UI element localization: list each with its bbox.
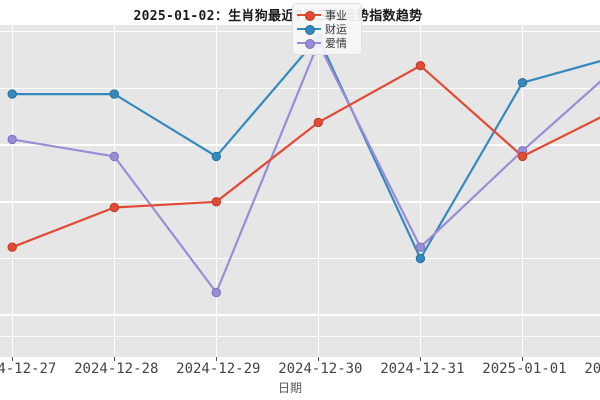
legend-label: 财运 bbox=[325, 23, 347, 36]
x-tick-mark bbox=[317, 357, 319, 361]
legend-label: 爱情 bbox=[325, 37, 347, 50]
data-point-爱情 bbox=[7, 134, 17, 145]
gridline-horizontal bbox=[0, 144, 600, 146]
data-point-财运 bbox=[109, 89, 120, 99]
x-tick-label: 2024-12-27 bbox=[0, 361, 57, 377]
legend-line-dot-icon bbox=[297, 38, 321, 49]
gridline-horizontal bbox=[0, 201, 600, 203]
gridline-vertical bbox=[113, 25, 115, 357]
data-point-事业 bbox=[517, 151, 528, 162]
x-tick-mark bbox=[215, 357, 217, 361]
x-tick-label: 2024-12-29 bbox=[176, 361, 261, 377]
gridline-horizontal bbox=[0, 314, 600, 316]
plot-area bbox=[0, 25, 600, 357]
x-tick-label: 2024-12-30 bbox=[278, 361, 363, 377]
data-point-事业 bbox=[7, 242, 17, 252]
data-point-爱情 bbox=[211, 287, 222, 298]
gridline-vertical bbox=[11, 25, 13, 357]
data-point-财运 bbox=[7, 89, 17, 99]
legend-item-wealth: 财运 bbox=[297, 22, 355, 36]
chart-legend: 事业 财运 爱情 bbox=[292, 3, 362, 55]
x-tick-label: 2024-12-28 bbox=[74, 361, 159, 377]
gridline-horizontal bbox=[0, 336, 600, 338]
x-tick-label: 2024-12-31 bbox=[380, 361, 465, 377]
gridline-vertical bbox=[317, 25, 319, 357]
data-point-财运 bbox=[211, 151, 222, 162]
gridline-vertical bbox=[521, 25, 524, 357]
legend-item-love: 爱情 bbox=[297, 36, 355, 50]
gridline-vertical bbox=[419, 25, 421, 357]
x-tick-mark bbox=[113, 357, 115, 361]
gridline-vertical bbox=[215, 25, 217, 357]
data-point-财运 bbox=[517, 78, 528, 88]
legend-line-dot-icon bbox=[297, 24, 321, 35]
chart-title: 2025-01-02：生肖狗最近7日三大运势指数趋势 bbox=[133, 9, 423, 24]
legend-label: 事业 bbox=[325, 9, 347, 22]
line-事业 bbox=[11, 64, 600, 249]
gridline-horizontal bbox=[0, 257, 600, 260]
x-tick-mark bbox=[419, 357, 421, 361]
data-point-爱情 bbox=[109, 151, 120, 162]
legend-item-career: 事业 bbox=[297, 8, 355, 22]
x-tick-label: 2025-01-01 bbox=[482, 361, 567, 377]
x-tick-label: 2025-01-02 bbox=[584, 361, 600, 377]
data-point-事业 bbox=[313, 117, 323, 128]
line-爱情 bbox=[12, 41, 600, 294]
data-point-财运 bbox=[415, 253, 426, 264]
series-lines bbox=[7, 32, 600, 298]
data-point-事业 bbox=[109, 202, 120, 213]
data-point-事业 bbox=[211, 197, 222, 207]
data-point-事业 bbox=[415, 61, 426, 71]
x-tick-mark bbox=[521, 357, 524, 361]
x-axis-title: 日期 bbox=[277, 381, 303, 395]
legend-line-dot-icon bbox=[297, 10, 321, 21]
x-tick-mark bbox=[11, 357, 13, 361]
data-point-爱情 bbox=[415, 242, 426, 252]
